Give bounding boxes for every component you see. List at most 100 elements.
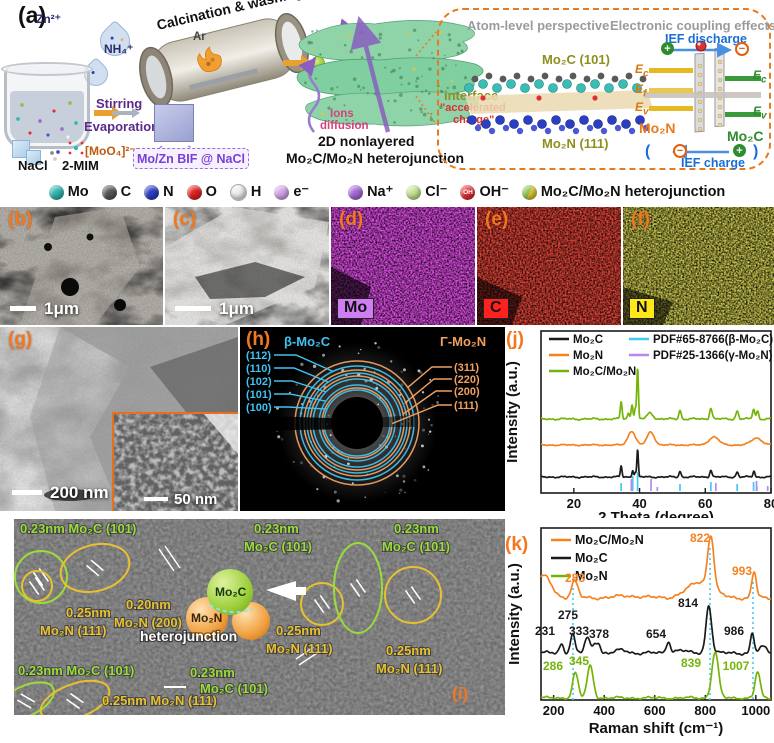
hrtem-annotation: 0.23nm (254, 521, 299, 536)
legend-item-7: Cl⁻ (406, 184, 447, 200)
saed-panel-h: (112) (110) (102) (101) (100) (311) (220) (200)… (240, 327, 505, 511)
legend-sphere-icon (521, 184, 537, 200)
spectrum-Mo₂N (540, 651, 772, 700)
hrtem-annotation: Mo₂N (111) (376, 661, 442, 676)
panel-e-label: (e) (485, 209, 509, 230)
legend-entry: Mo₂C/Mo₂N (575, 533, 644, 547)
saed-plane-label: (220) (454, 374, 480, 386)
legend-sphere-icon (406, 184, 422, 200)
panel-h-label: (h) (246, 329, 271, 350)
ions-label-2: diffusion (320, 120, 369, 132)
legend-entry: PDF#25-1366(γ-Mo₂N) (653, 350, 773, 362)
panel-d-label: (d) (339, 209, 364, 230)
legend-label: OH⁻ (479, 184, 509, 200)
scalebar (175, 306, 211, 311)
peak-annotation: 1007 (723, 659, 750, 673)
saed-plane-label: (110) (246, 363, 271, 375)
legend-sphere-icon (348, 184, 364, 200)
hrtem-annotation: Mo₂C (101) (382, 539, 450, 554)
scalebar (12, 490, 42, 495)
spectrum-Mo₂C (540, 605, 772, 656)
raman-panel-k: 200 400 600 800 1000 Raman shift (cm⁻¹) Intens… (505, 518, 774, 743)
peak-annotation: 275 (558, 608, 578, 622)
hrtem-annotation: 0.25nm (276, 623, 321, 638)
peak-annotation: 993 (732, 564, 752, 578)
legend-entry: Mo₂N (575, 569, 608, 583)
legend-item-8: OH OH⁻ (460, 184, 509, 200)
hrtem-annotation: Mo₂N (111) (266, 641, 332, 656)
ec-right-label: Ec (753, 68, 767, 86)
legend-sphere-icon (186, 184, 202, 200)
ions-label-1: Ions (330, 108, 354, 120)
x-tick-label: 20 (567, 496, 581, 511)
atom-title: Atom-level perspective (467, 18, 610, 33)
hrtem-panel-i: 0.23nm Mo₂C (101) 0.25nm Mo₂N (111) 0.20nm M… (14, 519, 506, 715)
legend-item-5: e⁻ (274, 184, 309, 200)
hrtem-annotation: 0.25nm (66, 605, 111, 620)
x-tick-label: 80 (764, 496, 774, 511)
ev-right-label: Ev (753, 104, 767, 122)
legend-label: N (163, 184, 174, 200)
legend-entry: Mo₂N (573, 350, 603, 362)
legend-sphere-icon (101, 184, 117, 200)
nacl-cube-icon (12, 140, 30, 158)
x-tick-label: 600 (644, 703, 666, 718)
scalebar (10, 306, 36, 311)
bif-cube-icon (154, 104, 194, 142)
sem-panel-c: (c) 1μm (165, 207, 329, 325)
legend-label: Na⁺ (367, 184, 394, 200)
panel-a-label: (a) (18, 2, 47, 28)
ief-discharge-label: IEF discharge (665, 32, 747, 46)
peak-annotation: 814 (678, 596, 698, 610)
legend-item-3: O (186, 184, 217, 200)
nacl-label: NaCl (18, 158, 48, 173)
product-label-2: Mo₂C/Mo₂N heterojunction (286, 150, 465, 166)
gamma-mo2n-title: Γ-Mo₂N (440, 334, 487, 349)
saed-plane-label: (102) (246, 376, 272, 388)
legend-label: Cl⁻ (425, 184, 448, 200)
peak-annotation: 986 (724, 624, 744, 638)
sem-panel-b: (b) 1μm (0, 207, 163, 325)
mo2c-sphere-label: Mo₂C (215, 585, 247, 599)
hrtem-annotation: 0.23nm (190, 665, 235, 680)
hrtem-annotation: Mo₂C (101) (244, 539, 312, 554)
stirring-label: Stirring (96, 96, 143, 111)
zn-label: Zn²⁺ (36, 12, 61, 26)
svg-text:(: ( (645, 143, 651, 160)
mo2c-plane-label: Mo₂C (101) (542, 52, 610, 67)
panel-f-label: (f) (631, 209, 650, 230)
eds-panel-f: (f) N (623, 207, 774, 325)
legend-entry: Mo₂C (575, 551, 608, 565)
ief-charge-label: IEF charge (681, 156, 745, 170)
ef-left-label: Ef (635, 82, 647, 100)
peak-annotation: 345 (569, 654, 589, 668)
element-tag-c: C (483, 298, 509, 319)
spectrum-Mo₂C/Mo₂N (540, 535, 772, 601)
hrtem-annotation: 0.23nm Mo₂C (101) (20, 521, 136, 536)
hrtem-annotation: Mo₂C (101) (200, 681, 268, 696)
peak-annotation: 286 (543, 659, 563, 673)
x-tick-label: 400 (593, 703, 615, 718)
legend-sphere-icon (229, 183, 247, 201)
hrtem-annotation: Mo₂N (111) (40, 623, 106, 638)
legend-label: Mo₂C/Mo₂N heterojunction (540, 184, 726, 200)
elec-title: Electronic coupling effects (610, 18, 774, 33)
x-tick-label: 60 (698, 496, 712, 511)
spectrum-Mo₂N (540, 430, 772, 447)
beta-mo2c-title: β-Mo₂C (284, 334, 331, 349)
hrtem-annotation: 0.23nm Mo₂C (101) (18, 663, 134, 678)
panel-a-inset: Atom-level perspective Electronic coupli… (437, 8, 774, 170)
hrtem-annotation: 0.25nm (386, 643, 431, 658)
legend-label: O (205, 184, 217, 200)
nacl-cube-icon (26, 150, 41, 165)
hrtem-annotation: 0.23nm (394, 521, 439, 536)
legend-entry: Mo₂C/Mo₂N (573, 366, 636, 378)
legend-label: e⁻ (293, 184, 310, 200)
heterojunction-label: heterojunction (140, 628, 237, 644)
eds-panel-e: (e) C (477, 207, 621, 325)
ec-left-label: Ec (635, 62, 649, 80)
panel-a-scene: Ar Calcination & washing (94, 0, 484, 157)
beaker-icon (1, 62, 93, 149)
panel-j-label: (j) (506, 329, 524, 350)
